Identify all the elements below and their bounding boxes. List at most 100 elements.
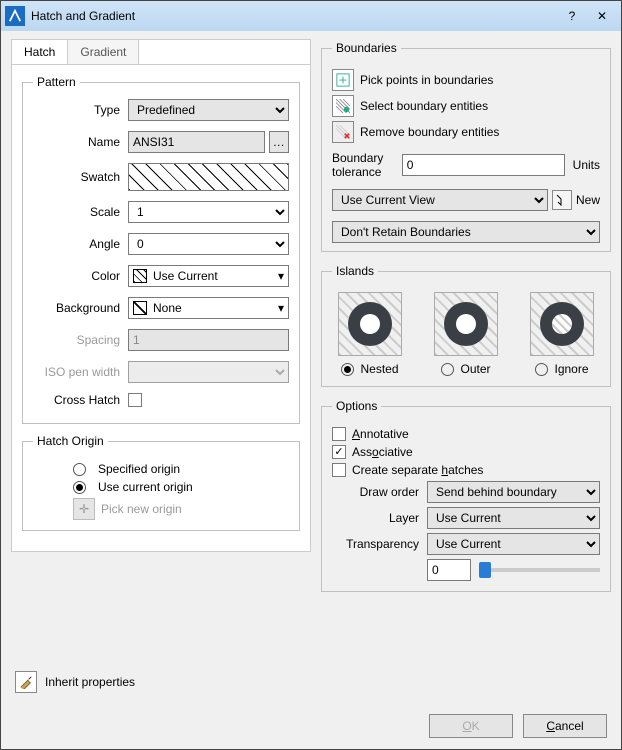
current-origin-radio[interactable] — [73, 481, 86, 494]
pick-points-button[interactable]: Pick points in boundaries — [332, 69, 600, 91]
draworder-label: Draw order — [332, 485, 427, 499]
island-outer-label: Outer — [460, 362, 490, 376]
left-column: Hatch Gradient Pattern Type Predefined N… — [11, 39, 311, 703]
annotative-label: AAnnotativennotative — [352, 427, 409, 441]
titlebar: Hatch and Gradient ? ✕ — [1, 1, 621, 31]
select-entities-icon — [332, 95, 354, 117]
transparency-slider[interactable] — [479, 568, 600, 572]
island-nested-preview — [338, 292, 402, 356]
transparency-label: Transparency — [332, 537, 427, 551]
chevron-down-icon: ▾ — [278, 269, 284, 283]
inherit-icon — [15, 671, 37, 693]
islands-legend: Islands — [332, 264, 378, 278]
associative-checkbox[interactable] — [332, 445, 346, 459]
angle-label: Angle — [33, 237, 128, 251]
close-button[interactable]: ✕ — [587, 9, 617, 23]
dialog-body: Hatch Gradient Pattern Type Predefined N… — [1, 31, 621, 703]
name-label: Name — [33, 135, 128, 149]
boundary-set-select[interactable]: Use Current View — [332, 189, 548, 211]
island-outer-radio[interactable] — [441, 363, 454, 376]
specified-origin-radio[interactable] — [73, 463, 86, 476]
none-swatch-icon — [133, 301, 147, 315]
specified-origin-label: Specified origin — [98, 462, 180, 476]
slider-thumb[interactable] — [479, 562, 491, 578]
island-ignore-preview — [530, 292, 594, 356]
layer-select[interactable]: Use Current — [427, 507, 600, 529]
pattern-legend: Pattern — [33, 75, 80, 89]
swatch-label: Swatch — [33, 170, 128, 184]
help-button[interactable]: ? — [557, 9, 587, 23]
dialog-window: Hatch and Gradient ? ✕ Hatch Gradient Pa… — [0, 0, 622, 750]
draworder-select[interactable]: Send behind boundary — [427, 481, 600, 503]
new-label: New — [576, 193, 600, 207]
tab-hatch[interactable]: Hatch — [12, 40, 68, 64]
island-outer-preview — [434, 292, 498, 356]
boundaries-group: Boundaries Pick points in boundaries Sel… — [321, 41, 611, 252]
dialog-footer: OKOK CancelCancel — [1, 703, 621, 749]
pick-origin-icon: ✛ — [73, 498, 95, 520]
tab-strip: Hatch Gradient — [11, 39, 311, 64]
tolerance-label: Boundary tolerance — [332, 151, 394, 179]
inherit-label: Inherit properties — [45, 675, 135, 689]
color-select[interactable]: Use Current ▾ — [128, 265, 289, 287]
swatch-preview[interactable] — [128, 163, 289, 191]
origin-legend: Hatch Origin — [33, 434, 108, 448]
layer-label: Layer — [332, 511, 427, 525]
island-nested-label: Nested — [360, 362, 398, 376]
left-panel: Pattern Type Predefined Name … Swatch — [11, 64, 311, 552]
tab-gradient[interactable]: Gradient — [68, 40, 139, 64]
options-legend: Options — [332, 399, 381, 413]
hatch-swatch-icon — [133, 269, 147, 283]
background-label: Background — [33, 301, 128, 315]
color-value: Use Current — [153, 269, 218, 283]
transparency-value-input[interactable] — [427, 559, 471, 581]
window-title: Hatch and Gradient — [31, 9, 557, 23]
scale-select[interactable]: 1 — [128, 201, 289, 223]
scale-label: Scale — [33, 205, 128, 219]
cancel-button[interactable]: CancelCancel — [523, 714, 607, 738]
pattern-group: Pattern Type Predefined Name … Swatch — [22, 75, 300, 424]
pick-points-label: Pick points in boundaries — [360, 73, 493, 87]
current-origin-label: Use current origin — [98, 480, 193, 494]
background-select[interactable]: None ▾ — [128, 297, 289, 319]
islands-group: Islands Nested Outer Ignore — [321, 264, 611, 387]
select-entities-button[interactable]: Select boundary entities — [332, 95, 600, 117]
origin-group: Hatch Origin Specified origin Use curren… — [22, 434, 300, 531]
options-group: Options AAnnotativennotative Associative… — [321, 399, 611, 592]
remove-entities-icon — [332, 121, 354, 143]
pick-origin-label: Pick new origin — [101, 502, 182, 516]
chevron-down-icon: ▾ — [278, 301, 284, 315]
island-nested-radio[interactable] — [341, 363, 354, 376]
annotative-checkbox[interactable] — [332, 427, 346, 441]
background-value: None — [153, 301, 182, 315]
retain-select[interactable]: Don't Retain Boundaries — [332, 221, 600, 243]
crosshatch-checkbox[interactable] — [128, 393, 142, 407]
iso-select — [128, 361, 289, 383]
island-ignore-radio[interactable] — [535, 363, 548, 376]
app-icon — [5, 6, 25, 26]
separate-label: Create separate hatchesCreate separate h… — [352, 463, 483, 477]
spacing-input — [128, 329, 289, 351]
type-select[interactable]: Predefined — [128, 99, 289, 121]
inherit-properties-button[interactable]: Inherit properties — [11, 661, 311, 703]
ok-button[interactable]: OKOK — [429, 714, 513, 738]
right-column: Boundaries Pick points in boundaries Sel… — [321, 39, 611, 703]
select-entities-label: Select boundary entities — [360, 99, 488, 113]
new-boundary-set-icon[interactable] — [552, 190, 572, 210]
name-input[interactable] — [128, 131, 265, 153]
iso-label: ISO pen width — [33, 365, 128, 379]
associative-label: AssociativeAssociative — [352, 445, 413, 459]
spacing-label: Spacing — [33, 333, 128, 347]
tolerance-units: Units — [573, 158, 600, 172]
remove-entities-button[interactable]: Remove boundary entities — [332, 121, 600, 143]
angle-select[interactable]: 0 — [128, 233, 289, 255]
name-browse-button[interactable]: … — [269, 131, 289, 153]
remove-entities-label: Remove boundary entities — [360, 125, 499, 139]
color-label: Color — [33, 269, 128, 283]
tolerance-input[interactable] — [402, 154, 565, 176]
type-label: Type — [33, 103, 128, 117]
island-ignore-label: Ignore — [554, 362, 588, 376]
separate-checkbox[interactable] — [332, 463, 346, 477]
transparency-select[interactable]: Use Current — [427, 533, 600, 555]
boundaries-legend: Boundaries — [332, 41, 401, 55]
